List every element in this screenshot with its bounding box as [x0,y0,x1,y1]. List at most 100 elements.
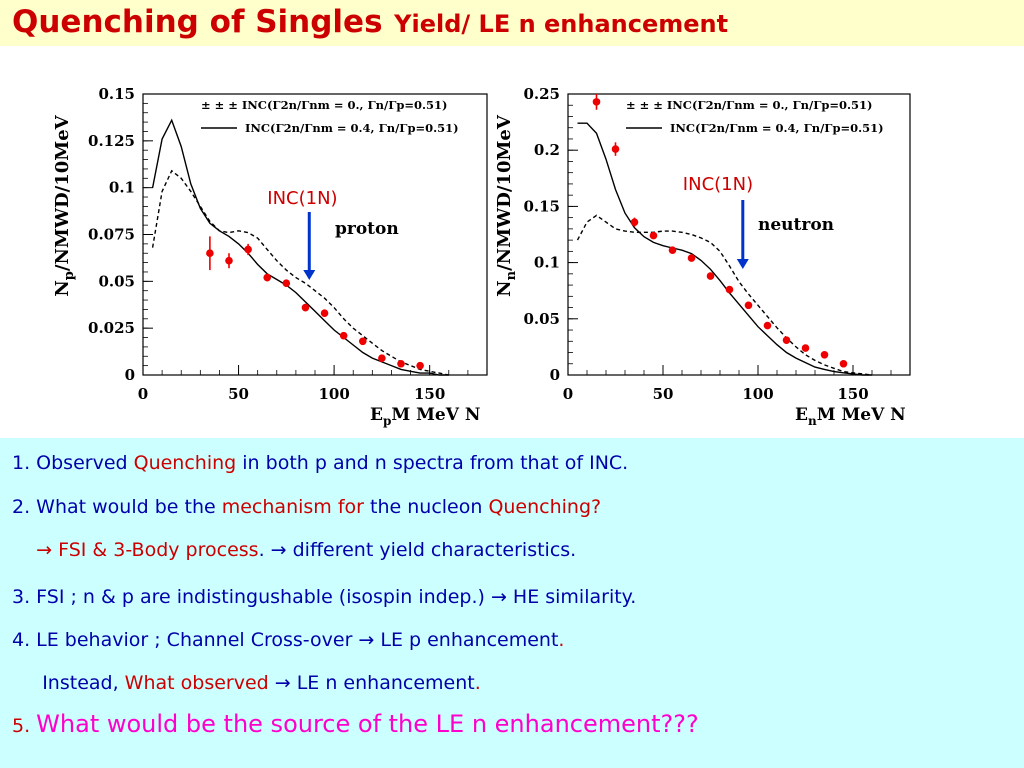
slide-title-main: Quenching of Singles [12,4,383,40]
chart-neutron-xtick-label: 150 [837,385,868,403]
slide-title: Quenching of Singles Yield/ LE n enhance… [12,4,728,40]
chart-proton-data-point [378,354,386,362]
note-3-segment-2: FSI & 3-Body process [58,539,259,561]
chart-neutron-xtick-label: 0 [563,385,573,403]
chart-proton-data-point [320,309,329,317]
chart-proton-frame [142,93,488,376]
chart-neutron-frame [567,93,911,376]
chart-proton-data-point [225,256,233,265]
chart-neutron-inc-dashed-line [576,214,873,376]
chart-neutron-xtick-label: 50 [653,385,674,403]
chart-proton-ytick-label: 0.075 [88,226,135,244]
chart-proton-x-axis-label: EpM MeV N [370,405,480,428]
note-line-7: 5. What would be the source of the LE n … [12,710,699,738]
chart-proton-ytick-label: 0.125 [88,132,135,150]
chart-neutron-inc1n-arrow-head [736,259,749,269]
chart-neutron: 0 0.05 0.1 0.15 0.2 0.25 0 50 100 150 ± ± ± INC(Γ2… [494,85,911,428]
chart-proton-ytick-label: 0.025 [88,319,135,337]
chart-neutron-y-axis-label: Nn/NMWD/10MeV [494,114,519,297]
chart-neutron-particle-label: neutron [758,215,834,235]
chart-proton-xtick-label: 50 [228,385,249,403]
note-6-segment-1: Instead, [12,672,125,694]
chart-neutron-ytick-label: 0.25 [523,85,560,103]
chart-neutron-xtick-label: 100 [742,385,773,403]
chart-neutron-ytick-label: 0.15 [523,197,560,215]
chart-neutron-legend-entry-2: INC(Γ2n/Γnm = 0.4, Γn/Γp=0.51) [670,121,884,135]
chart-proton-data-point [416,361,424,370]
note-7-segment-2: What would be the source of the LE n enh… [36,710,699,738]
chart-neutron-x-axis-label: EnM MeV N [795,405,906,428]
chart-neutron-data-point [592,98,601,106]
chart-proton-data-point [244,245,252,254]
chart-neutron-ylabel-rest: /NMWD/10MeV [494,114,515,271]
chart-proton-data-point [397,359,405,368]
chart-neutron-xlabel-sub: n [808,414,817,428]
chart-proton-data-point [301,303,310,312]
note-1-segment-1: 1. Observed [12,452,134,474]
chart-proton-ylabel-sub: p [62,271,77,280]
note-2-segment-4: Quenching? [488,496,602,518]
chart-proton-legend-entry-2: INC(Γ2n/Γnm = 0.4, Γn/Γp=0.51) [245,121,459,135]
chart-proton-particle-label: proton [335,219,399,239]
note-1-segment-3: in both p and n spectra from that of INC… [236,452,629,474]
chart-proton-data-point [358,337,367,346]
chart-neutron-legend-entry-1: ± ± ± INC(Γ2n/Γnm = 0., Γn/Γp=0.51) [626,98,873,112]
chart-neutron-ylabel-sub: n [504,270,519,280]
note-2-segment-3: the nucleon [363,496,489,518]
chart-neutron-data-point [630,218,639,226]
note-line-4: 3. FSI ; n & p are indistingushable (iso… [12,586,636,608]
title-bar: Quenching of Singles Yield/ LE n enhance… [0,0,1024,46]
chart-proton-ylabel-rest: /NMWD/10MeV [52,114,73,271]
note-4-segment-1: 3. FSI ; n & p are indistingushable (iso… [12,586,637,608]
chart-neutron-data-point [611,145,620,153]
chart-neutron-data-point [687,254,696,262]
chart-neutron-ytick-label: 0.2 [534,141,560,159]
chart-proton-xtick-label: 150 [414,385,445,403]
chart-proton-data-point [282,279,291,288]
chart-proton-ytick-label: 0.05 [98,272,135,290]
chart-proton-ytick-label: 0.1 [109,179,135,197]
chart-neutron-data-point [801,344,810,352]
note-3-segment-3: . → different yield characteristics. [258,539,577,561]
chart-neutron-data-point [706,272,715,280]
slide-title-sub: Yield/ LE n enhancement [394,10,729,38]
chart-proton-xlabel-main: E [370,405,383,425]
chart-proton-y-axis-label: Np/NMWD/10MeV [52,114,77,296]
chart-neutron-xlabel-main: E [795,405,808,425]
chart-proton-inc1n-arrow-head [303,270,316,280]
chart-proton-inc-solid-line [151,118,449,376]
chart-proton-inc1n-annotation: INC(1N) [267,188,337,209]
notes-panel: 1. Observed Quenching in both p and n sp… [0,438,1024,768]
chart-proton-xlabel-sub: p [383,414,391,428]
chart-neutron-inc1n-annotation: INC(1N) [683,174,753,195]
chart-neutron-ytick-label: 0 [550,366,560,384]
chart-neutron-data-point [668,246,677,255]
chart-neutron-data-point [839,359,848,368]
note-2-segment-2: mechanism for [221,496,364,518]
chart-proton-ytick-label: 0 [125,366,135,384]
chart-neutron-xlabel-rest: M MeV N [817,405,906,425]
chart-proton-xlabel-rest: M MeV N [391,405,480,425]
chart-proton-ytick-label: 0.15 [98,85,135,103]
note-line-1: 1. Observed Quenching in both p and n sp… [12,452,628,474]
chart-neutron-data-point [649,231,658,240]
chart-proton-data-point [263,273,272,282]
note-line-5: 4. LE behavior ; Channel Cross-over → LE… [12,629,564,651]
note-6-segment-3: → LE n enhancement [268,672,475,694]
chart-proton-data-point [339,331,348,340]
chart-neutron-data-point [820,350,829,359]
chart-neutron-ytick-label: 0.05 [523,310,560,328]
note-5-segment-1: 4. LE behavior ; Channel Cross-over → LE… [12,629,559,651]
chart-proton-data-point [206,249,214,258]
note-1-segment-2: Quenching [133,452,237,474]
note-line-3: → FSI & 3-Body process. → different yiel… [12,539,576,561]
chart-neutron-data-point [725,285,734,294]
note-line-6: Instead, What observed → LE n enhancemen… [12,672,481,694]
chart-neutron-inc-solid-line [577,122,872,376]
chart-neutron-ylabel-main: N [494,280,515,296]
plots-area: 0 0.025 0.05 0.075 0.1 0.125 0.15 0 50 100 150 ± ± … [0,46,1024,438]
chart-neutron-data-point [744,301,753,310]
note-6-segment-4: . [474,672,481,694]
chart-neutron-ytick-label: 0.1 [534,254,560,272]
